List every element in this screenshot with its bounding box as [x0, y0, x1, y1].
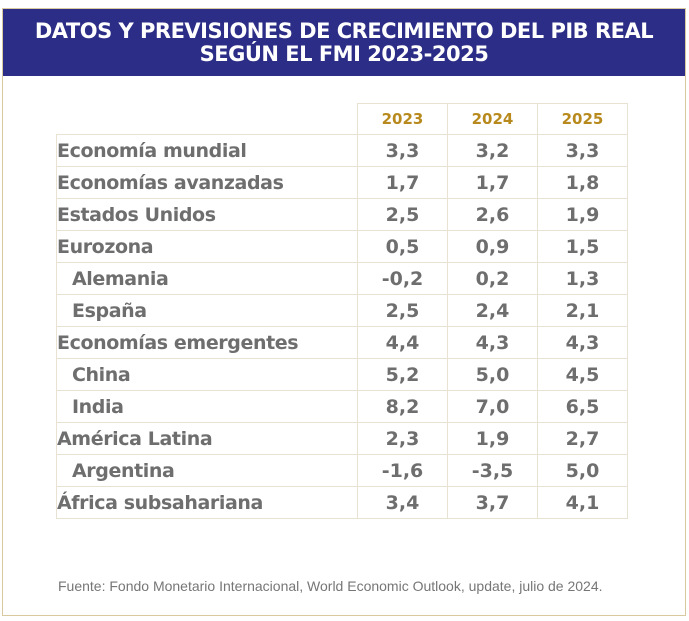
title-line-2: SEGÚN EL FMI 2023-2025	[199, 42, 489, 66]
table-row: África subsahariana 3,4 3,7 4,1	[56, 486, 628, 519]
year-header-row: 2023 2024 2025	[56, 103, 628, 135]
table-row: China 5,2 5,0 4,5	[56, 358, 628, 391]
table-row: Economías emergentes 4,4 4,3 4,3	[56, 326, 628, 359]
value-cell: 2,5	[357, 198, 448, 231]
row-label: India	[56, 390, 358, 423]
value-cell: -3,5	[447, 454, 538, 487]
row-label: Economías emergentes	[56, 326, 358, 359]
value-cell: 5,2	[357, 358, 448, 391]
value-cell: 3,3	[537, 134, 628, 167]
table-row: Estados Unidos 2,5 2,6 1,9	[56, 198, 628, 231]
value-cell: -0,2	[357, 262, 448, 295]
row-label: Estados Unidos	[56, 198, 358, 231]
value-cell: 2,1	[537, 294, 628, 327]
value-cell: 1,3	[537, 262, 628, 295]
value-cell: 8,2	[357, 390, 448, 423]
value-cell: 3,2	[447, 134, 538, 167]
value-cell: 1,7	[357, 166, 448, 199]
table-row: India 8,2 7,0 6,5	[56, 390, 628, 423]
row-label: Eurozona	[56, 230, 358, 263]
table-row: Economías avanzadas 1,7 1,7 1,8	[56, 166, 628, 199]
value-cell: -1,6	[357, 454, 448, 487]
row-label: África subsahariana	[56, 486, 358, 519]
value-cell: 7,0	[447, 390, 538, 423]
value-cell: 2,7	[537, 422, 628, 455]
title-banner: DATOS Y PREVISIONES DE CRECIMIENTO DEL P…	[3, 9, 685, 76]
value-cell: 5,0	[537, 454, 628, 487]
table-row: Alemania -0,2 0,2 1,3	[56, 262, 628, 295]
value-cell: 4,3	[447, 326, 538, 359]
title-line-1: DATOS Y PREVISIONES DE CRECIMIENTO DEL P…	[34, 19, 654, 43]
row-label: Argentina	[56, 454, 358, 487]
row-label: Economías avanzadas	[56, 166, 358, 199]
table-body: Economía mundial 3,3 3,2 3,3 Economías avanz…	[56, 134, 628, 519]
row-label: América Latina	[56, 422, 358, 455]
table-row: Economía mundial 3,3 3,2 3,3	[56, 134, 628, 167]
row-label: China	[56, 358, 358, 391]
row-label: Alemania	[56, 262, 358, 295]
row-label: España	[56, 294, 358, 327]
value-cell: 2,4	[447, 294, 538, 327]
header-corner	[56, 103, 358, 135]
value-cell: 1,9	[447, 422, 538, 455]
row-label: Economía mundial	[56, 134, 358, 167]
year-header: 2025	[537, 103, 628, 135]
value-cell: 4,3	[537, 326, 628, 359]
value-cell: 0,2	[447, 262, 538, 295]
gdp-table: 2023 2024 2025 Economía mundial 3,3 3,2 3,3…	[56, 103, 628, 519]
source-note: Fuente: Fondo Monetario Internacional, W…	[58, 578, 603, 594]
value-cell: 3,3	[357, 134, 448, 167]
value-cell: 1,7	[447, 166, 538, 199]
value-cell: 3,7	[447, 486, 538, 519]
table-row: América Latina 2,3 1,9 2,7	[56, 422, 628, 455]
value-cell: 6,5	[537, 390, 628, 423]
table-row: Argentina -1,6 -3,5 5,0	[56, 454, 628, 487]
value-cell: 3,4	[357, 486, 448, 519]
value-cell: 4,1	[537, 486, 628, 519]
value-cell: 4,4	[357, 326, 448, 359]
table-row: Eurozona 0,5 0,9 1,5	[56, 230, 628, 263]
year-header: 2023	[357, 103, 448, 135]
value-cell: 2,3	[357, 422, 448, 455]
value-cell: 2,5	[357, 294, 448, 327]
value-cell: 1,8	[537, 166, 628, 199]
value-cell: 5,0	[447, 358, 538, 391]
year-header: 2024	[447, 103, 538, 135]
value-cell: 0,5	[357, 230, 448, 263]
value-cell: 4,5	[537, 358, 628, 391]
value-cell: 1,9	[537, 198, 628, 231]
value-cell: 1,5	[537, 230, 628, 263]
table-row: España 2,5 2,4 2,1	[56, 294, 628, 327]
value-cell: 0,9	[447, 230, 538, 263]
value-cell: 2,6	[447, 198, 538, 231]
